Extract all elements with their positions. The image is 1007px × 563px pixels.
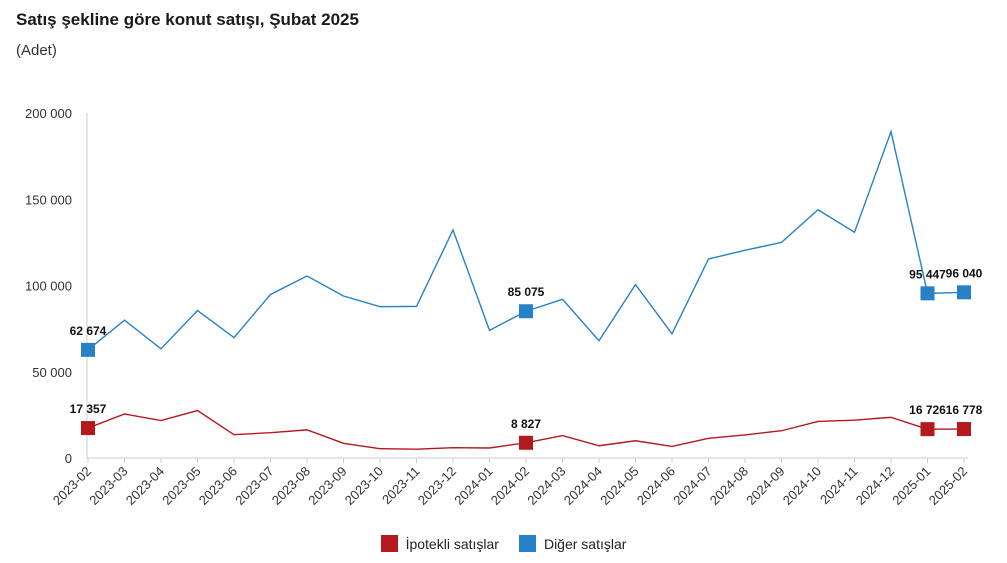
data-label-mortgage: 17 357 [70,402,107,416]
x-tick-label: 2023-10 [342,464,386,508]
x-tick-label: 2024-11 [817,464,861,508]
x-tick-label: 2023-11 [379,464,423,508]
legend-item-other[interactable]: Diğer satışlar [518,535,627,552]
data-label-other: 62 674 [70,324,107,338]
data-marker-mortgage [81,421,95,436]
data-marker-other [957,285,971,300]
y-tick-label: 150 000 [25,192,72,207]
x-tick-label: 2023-03 [86,464,130,508]
x-tick-label: 2023-12 [415,464,459,508]
x-tick-label: 2024-03 [524,464,568,508]
legend-label-mortgage: İpotekli satışlar [405,535,499,552]
x-tick-label: 2025-01 [889,464,933,508]
x-tick-label: 2023-08 [269,464,313,508]
x-tick-label: 2024-12 [853,464,897,508]
x-tick-label: 2024-05 [597,464,641,508]
chart-subtitle: (Adet) [16,42,57,59]
x-tick-label: 2024-07 [670,464,714,508]
data-marker-other [920,286,935,301]
x-tick-label: 2024-04 [561,464,605,508]
x-tick-label: 2024-02 [488,464,532,508]
x-tick-label: 2024-08 [707,464,751,508]
x-tick-label: 2023-02 [50,464,94,508]
data-label-other: 96 040 [946,266,983,280]
data-marker-other [81,342,95,357]
legend-swatch-other [518,535,536,552]
data-marker-mortgage [519,435,533,450]
x-tick-label: 2023-05 [159,464,203,508]
x-tick-label: 2023-07 [232,464,276,508]
x-tick-label: 2024-06 [634,464,678,508]
legend-item-mortgage[interactable]: İpotekli satışlar [380,535,499,552]
x-tick-label: 2023-09 [305,464,349,508]
data-label-mortgage: 16 726 [909,403,946,417]
x-tick-label: 2024-09 [743,464,787,508]
data-label-other: 85 075 [508,285,545,299]
x-tick-label: 2023-06 [196,464,240,508]
y-tick-label: 100 000 [25,279,72,294]
y-tick-label: 200 000 [25,106,72,121]
data-marker-other [519,304,533,319]
y-tick-label: 0 [65,451,72,466]
x-tick-label: 2024-10 [780,464,824,508]
x-tick-label: 2025-02 [926,464,970,508]
legend-label-other: Diğer satışlar [543,535,627,552]
chart-legend: İpotekli satışlar Diğer satışlar [0,535,1007,552]
x-tick-label: 2023-04 [123,464,167,508]
data-marker-mortgage [920,422,935,437]
y-tick-label: 50 000 [32,365,72,380]
data-label-other: 95 447 [909,267,946,281]
chart-title: Satış şekline göre konut satışı, Şubat 2… [16,10,359,29]
data-label-mortgage: 8 827 [511,417,541,431]
data-marker-mortgage [957,422,971,437]
data-label-mortgage: 16 778 [946,403,983,417]
x-tick-label: 2024-01 [451,464,495,508]
legend-swatch-mortgage [380,535,398,552]
